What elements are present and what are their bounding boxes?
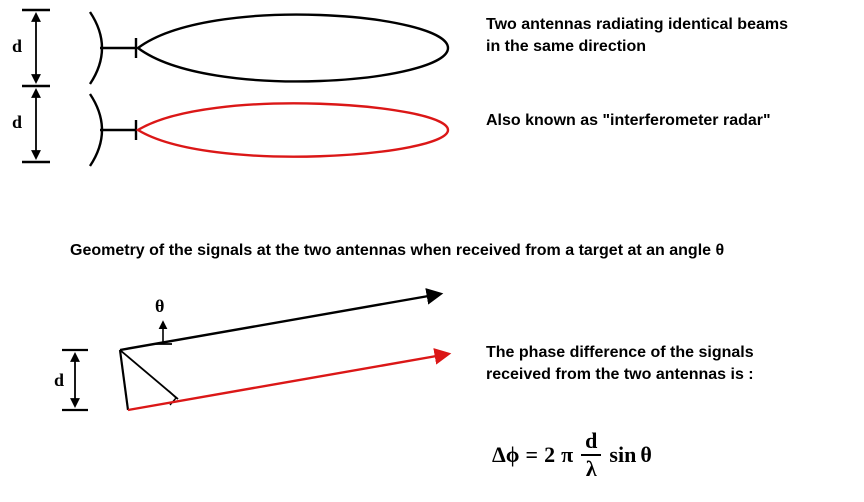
- label-d-3: d: [54, 370, 64, 391]
- eq-pi: π: [561, 442, 573, 468]
- figure-canvas: d d Two antennas radiating identical bea…: [0, 0, 864, 502]
- label-d-1: d: [12, 36, 22, 57]
- eq-theta: θ: [640, 442, 651, 468]
- eq-sin: sin: [609, 442, 636, 468]
- caption-two-antennas: Two antennas radiating identical beams i…: [486, 14, 806, 57]
- label-theta: θ: [155, 296, 164, 317]
- label-d-2: d: [12, 112, 22, 133]
- equation: Δϕ = 2 π d λ sin θ: [492, 430, 652, 480]
- eq-denom: λ: [582, 456, 601, 480]
- caption-interferometer: Also known as "interferometer radar": [486, 110, 806, 132]
- caption-phase-diff: The phase difference of the signals rece…: [486, 342, 816, 385]
- eq-dphi: Δϕ: [492, 442, 520, 468]
- eq-fraction: d λ: [581, 430, 601, 480]
- caption-geometry: Geometry of the signals at the two anten…: [70, 240, 770, 262]
- eq-eq: =: [526, 442, 539, 468]
- eq-2: 2: [544, 442, 555, 468]
- eq-numer: d: [581, 430, 601, 454]
